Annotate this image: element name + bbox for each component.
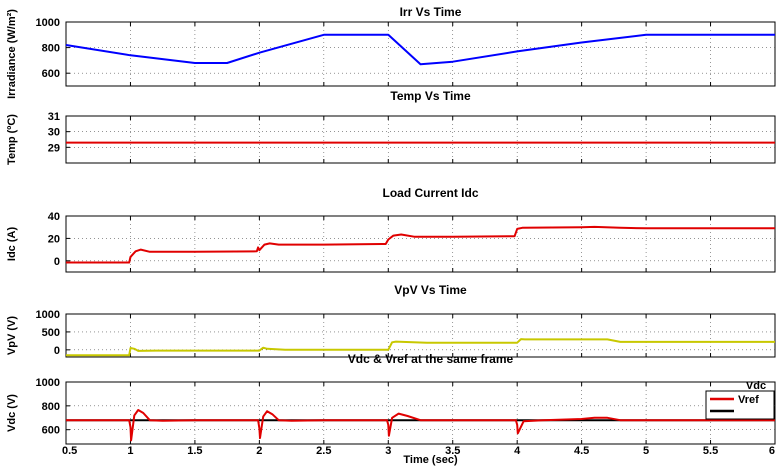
y-tick-label: 800 bbox=[42, 43, 60, 55]
y-tick-label: 800 bbox=[42, 401, 60, 413]
y-tick-label: 600 bbox=[42, 425, 60, 437]
y-tick-label: 0 bbox=[54, 256, 60, 268]
axes-box-1 bbox=[65, 21, 776, 87]
axes-box-3 bbox=[65, 215, 776, 273]
x-tick-label: 3 bbox=[385, 445, 391, 457]
y-axis-label: Temp (ºC) bbox=[6, 114, 18, 165]
axes-box-5 bbox=[65, 381, 776, 445]
x-tick-label: 0.5 bbox=[62, 445, 77, 457]
y-tick-label: 500 bbox=[42, 327, 60, 339]
y-axis-label: Idc (A) bbox=[6, 227, 18, 262]
y-axis-label: VpV (V) bbox=[6, 316, 18, 355]
y-axis-label: Irradiance (W/m²) bbox=[6, 9, 18, 99]
x-axis-label: Time (sec) bbox=[403, 454, 458, 466]
y-tick-label: 600 bbox=[42, 68, 60, 80]
y-tick-label: 31 bbox=[48, 111, 60, 123]
y-tick-label: 1000 bbox=[36, 377, 60, 389]
series-line-1 bbox=[65, 33, 775, 66]
y-tick-label: 20 bbox=[48, 233, 60, 245]
chart-title: Temp Vs Time bbox=[390, 89, 471, 103]
series-line-1 bbox=[66, 409, 775, 442]
y-tick-label: 0 bbox=[54, 345, 60, 357]
x-tick-label: 4.5 bbox=[574, 445, 589, 457]
x-tick-label: 5 bbox=[643, 445, 649, 457]
x-tick-label: 3.5 bbox=[445, 445, 460, 457]
x-tick-label: 2 bbox=[256, 445, 262, 457]
chart-title: Vdc & Vref at the same frame bbox=[348, 352, 514, 366]
x-tick-label: 4 bbox=[514, 445, 521, 457]
x-tick-label: 1.5 bbox=[187, 445, 202, 457]
legend-title: Vdc bbox=[746, 380, 766, 392]
series-line-1 bbox=[66, 225, 775, 264]
x-tick-label: 2.5 bbox=[316, 445, 331, 457]
chart-title: Irr Vs Time bbox=[400, 5, 462, 19]
y-tick-label: 1000 bbox=[36, 17, 60, 29]
y-axis-label: Vdc (V) bbox=[6, 394, 18, 432]
legend-label: Vref bbox=[738, 394, 759, 406]
chart-title: VpV Vs Time bbox=[394, 283, 467, 297]
series-line-1 bbox=[66, 338, 775, 357]
legend-box bbox=[705, 390, 775, 420]
y-tick-label: 29 bbox=[48, 142, 60, 154]
chart-title: Load Current Idc bbox=[382, 186, 478, 200]
x-tick-label: 5.5 bbox=[703, 445, 718, 457]
x-tick-label: 6 bbox=[769, 445, 775, 457]
x-tick-label: 1 bbox=[127, 445, 133, 457]
axes-box-2 bbox=[65, 115, 776, 164]
y-tick-label: 40 bbox=[48, 211, 60, 223]
y-tick-label: 30 bbox=[48, 127, 60, 139]
y-tick-label: 1000 bbox=[36, 309, 60, 321]
